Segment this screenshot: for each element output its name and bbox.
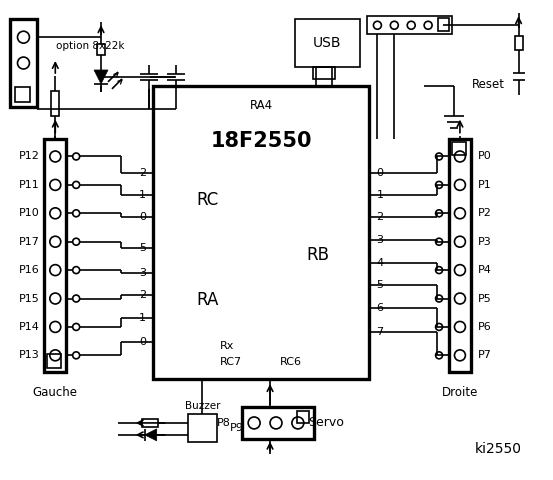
Text: Rx: Rx xyxy=(220,341,234,351)
Text: 5: 5 xyxy=(377,280,383,290)
Text: 0: 0 xyxy=(139,212,146,222)
Polygon shape xyxy=(145,429,156,441)
Text: P14: P14 xyxy=(18,322,39,332)
Text: P17: P17 xyxy=(18,237,39,247)
Bar xyxy=(14,87,30,102)
Text: 0: 0 xyxy=(139,337,146,348)
Text: P4: P4 xyxy=(478,265,492,275)
Text: Servo: Servo xyxy=(308,417,343,430)
Text: P16: P16 xyxy=(19,265,39,275)
Polygon shape xyxy=(94,70,108,84)
Text: P6: P6 xyxy=(478,322,492,332)
Text: 1: 1 xyxy=(139,190,146,200)
Text: P1: P1 xyxy=(478,180,492,190)
Text: RB: RB xyxy=(306,246,329,264)
Bar xyxy=(438,18,449,31)
Text: Buzzer: Buzzer xyxy=(185,401,220,411)
Bar xyxy=(295,19,359,67)
Bar xyxy=(297,411,309,423)
Text: 3: 3 xyxy=(139,268,146,278)
Text: P15: P15 xyxy=(19,293,39,303)
Bar xyxy=(452,142,466,156)
Text: 2: 2 xyxy=(139,168,146,179)
Text: 1: 1 xyxy=(377,190,383,200)
Text: 1: 1 xyxy=(139,312,146,323)
Text: Gauche: Gauche xyxy=(33,385,78,398)
Text: 4: 4 xyxy=(377,258,384,268)
Bar xyxy=(368,16,452,34)
Text: 2: 2 xyxy=(377,212,384,222)
Text: P12: P12 xyxy=(18,152,39,161)
Text: P0: P0 xyxy=(478,152,492,161)
Text: 6: 6 xyxy=(377,302,383,312)
Text: RC6: RC6 xyxy=(280,357,302,367)
Text: P9: P9 xyxy=(230,423,244,433)
Bar xyxy=(187,414,217,442)
Bar xyxy=(48,354,61,368)
Bar xyxy=(242,407,314,439)
Bar xyxy=(312,67,335,79)
Text: P10: P10 xyxy=(19,208,39,218)
Bar xyxy=(97,44,105,55)
Bar xyxy=(143,419,158,427)
Text: P11: P11 xyxy=(19,180,39,190)
Text: P2: P2 xyxy=(478,208,492,218)
Text: 5: 5 xyxy=(139,243,146,253)
Text: ki2550: ki2550 xyxy=(475,442,522,456)
Text: RA: RA xyxy=(196,291,218,309)
Text: USB: USB xyxy=(313,36,341,50)
Text: P7: P7 xyxy=(478,350,492,360)
Text: 7: 7 xyxy=(377,327,384,337)
Text: 2: 2 xyxy=(139,290,146,300)
Text: P13: P13 xyxy=(19,350,39,360)
Text: RC7: RC7 xyxy=(220,357,242,367)
Bar xyxy=(44,139,66,372)
Text: Reset: Reset xyxy=(472,78,505,91)
Bar xyxy=(51,91,59,116)
Text: 3: 3 xyxy=(377,235,383,245)
Bar xyxy=(449,139,471,372)
Text: 18F2550: 18F2550 xyxy=(210,131,312,151)
Text: P3: P3 xyxy=(478,237,492,247)
Bar xyxy=(515,36,523,50)
Text: P8: P8 xyxy=(217,418,231,428)
Bar xyxy=(153,86,369,379)
Text: RC: RC xyxy=(196,191,218,209)
Text: RA4: RA4 xyxy=(249,99,273,112)
Bar xyxy=(9,19,38,107)
Text: option 8x22k: option 8x22k xyxy=(56,41,124,51)
Text: P5: P5 xyxy=(478,293,492,303)
Text: Droite: Droite xyxy=(442,385,478,398)
Text: 0: 0 xyxy=(377,168,383,179)
